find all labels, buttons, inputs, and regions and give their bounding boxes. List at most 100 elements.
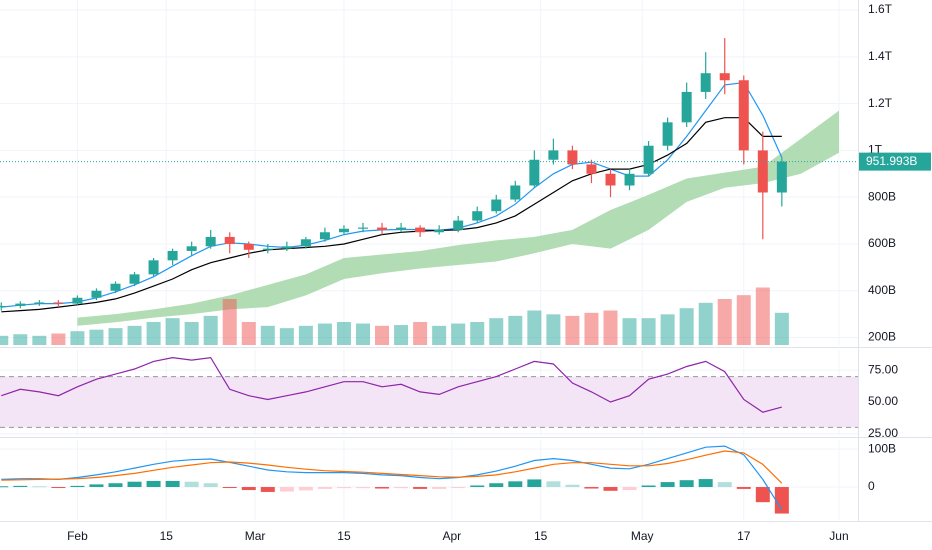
candle-body (396, 227, 407, 230)
histogram-bar (317, 487, 332, 489)
histogram-bar (260, 487, 275, 492)
histogram-bar (679, 480, 694, 488)
last-price-label: 951.993B (866, 154, 917, 168)
histogram-bar (717, 482, 732, 488)
volume-bar (298, 325, 313, 345)
histogram-bar (622, 487, 637, 491)
x-tick-label: 17 (737, 529, 751, 543)
histogram-bar (660, 482, 675, 488)
histogram-bar (698, 479, 713, 488)
candle-body (472, 211, 483, 221)
macd-line (1, 445, 783, 511)
histogram-bar (774, 487, 789, 514)
histogram-bar (108, 483, 123, 488)
histogram-bar (736, 487, 751, 489)
y-tick-label: 400B (868, 283, 896, 297)
candle-body (453, 220, 464, 230)
histogram-bar (356, 487, 370, 489)
candle-body (586, 164, 597, 174)
histogram-bar (279, 487, 294, 492)
y-tick-label: 1.6T (868, 2, 893, 16)
volume-bar (241, 322, 256, 345)
candle-body (148, 260, 159, 275)
candle-body (300, 239, 311, 247)
candle-body (0, 305, 7, 308)
volume-bar (622, 318, 637, 345)
volume-bar (317, 323, 332, 345)
histogram-bar (32, 486, 47, 488)
volume-bar (51, 333, 66, 345)
candle-body (491, 199, 502, 212)
candle-body (529, 159, 540, 186)
histogram-bar (89, 484, 104, 488)
candle-body (243, 243, 254, 250)
volume-bar (222, 299, 237, 345)
volume-bar (565, 315, 580, 345)
x-tick-label: Apr (443, 529, 462, 543)
histogram-bar (184, 481, 199, 488)
candle-body (338, 228, 349, 233)
candle-body (662, 122, 673, 146)
candle-body (224, 236, 235, 244)
candle-body (281, 246, 292, 249)
candle-body (415, 227, 426, 233)
x-tick-label: 15 (160, 529, 174, 543)
y-tick-label: 0 (868, 479, 875, 493)
candle-body (110, 283, 121, 291)
histogram-bar (527, 479, 542, 488)
volume-bar (336, 322, 351, 345)
candle-body (567, 150, 578, 165)
candle-body (548, 150, 559, 160)
histogram-bar (375, 487, 390, 489)
histogram-bar (641, 485, 656, 488)
volume-bar (679, 308, 694, 345)
histogram-bar (546, 481, 561, 488)
candle-body (605, 173, 616, 186)
candle-body (358, 227, 368, 229)
y-tick-label: 200B (868, 330, 896, 344)
candle-body (776, 161, 787, 193)
y-tick-label: 50.00 (868, 394, 898, 408)
volume-bar (641, 318, 656, 345)
volume-bar (108, 328, 123, 345)
x-tick-label: 15 (534, 529, 548, 543)
volume-bar (0, 335, 9, 345)
volume-bar (736, 295, 751, 345)
histogram-bar (755, 487, 770, 503)
volume-bar (279, 328, 294, 345)
volume-bar (717, 299, 732, 345)
candle-body (53, 302, 64, 304)
histogram-bar (565, 484, 580, 488)
histogram-bar (584, 487, 599, 489)
candle-body (643, 145, 654, 174)
volume-bar (32, 335, 47, 345)
volume-bar (70, 331, 85, 345)
candle-body (72, 297, 83, 304)
histogram-bar (298, 487, 313, 491)
signal-line (1, 450, 783, 484)
candle-body (738, 80, 749, 151)
volume-bar (774, 312, 789, 345)
x-tick-label: Feb (67, 529, 88, 543)
histogram-bar (413, 487, 428, 489)
x-tick-label: Jun (829, 529, 848, 543)
volume-bar (451, 323, 466, 345)
y-tick-label: 100B (868, 441, 896, 455)
candle-body (91, 290, 102, 298)
y-tick-label: 1.4T (868, 49, 893, 63)
candle-body (129, 274, 140, 284)
y-tick-label: 25.00 (868, 426, 898, 440)
candle-body (510, 185, 521, 200)
candle-body (262, 248, 273, 250)
candle-body (205, 236, 216, 247)
histogram-bar (13, 485, 28, 488)
histogram-bar (0, 486, 9, 488)
histogram-bar (336, 487, 351, 489)
volume-bar (356, 323, 370, 345)
candle-body (434, 229, 445, 233)
volume-bar (375, 325, 390, 345)
rsi-band (0, 376, 858, 428)
x-tick-label: 15 (337, 529, 351, 543)
